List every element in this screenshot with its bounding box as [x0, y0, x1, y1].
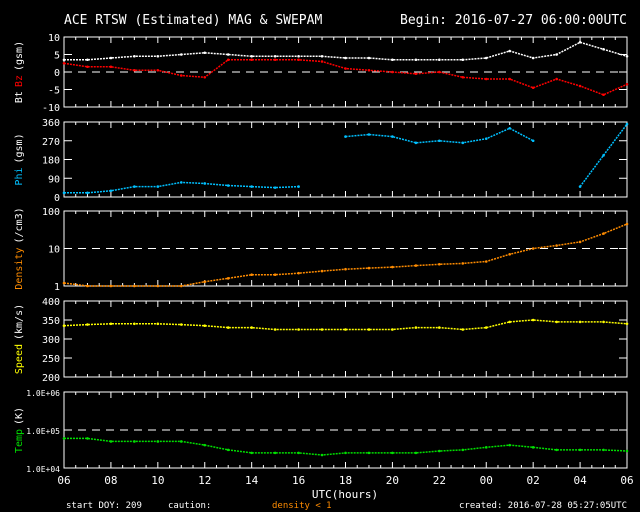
y-tick-label: 0	[54, 68, 60, 79]
y-axis-label: Speed (km/s)	[14, 304, 25, 374]
x-tick-label: 02	[527, 474, 540, 487]
y-tick-label: 10	[48, 245, 60, 256]
panel-density: 100 10 1 Density (/cm3)	[14, 207, 629, 293]
x-tick-label: 10	[151, 474, 164, 487]
y-tick-label: 350	[42, 316, 60, 327]
y-axis-label: Phi (gsm)	[14, 133, 25, 185]
plot-title: ACE RTSW (Estimated) MAG & SWEPAM	[64, 13, 322, 28]
y-axis-label-part: (km/s)	[14, 304, 25, 340]
series-line-density	[63, 223, 628, 287]
y-tick-label: 10	[48, 33, 60, 44]
y-tick-label: 5	[54, 51, 60, 62]
data-point-phi	[625, 122, 629, 126]
y-axis-label-part: Temp	[14, 429, 25, 453]
x-tick-label: 14	[245, 474, 259, 487]
x-tick-label: 00	[480, 474, 493, 487]
panel-temp: 1.0E+06 1.0E+05 1.0E+04 Temp (K)	[14, 389, 629, 474]
series-line-phi	[345, 127, 534, 144]
y-tick-label: 100	[42, 207, 60, 218]
y-tick-label: 270	[42, 137, 60, 148]
x-tick-label: 20	[386, 474, 399, 487]
y-tick-label: 0	[54, 193, 60, 204]
start-doy: start DOY: 209	[66, 501, 142, 511]
y-tick-label: -5	[48, 86, 60, 97]
y-axis-label: Bt Bz (gsm)	[14, 41, 25, 103]
y-tick-label: 1.0E+06	[26, 389, 60, 398]
y-tick-label: 250	[42, 354, 60, 365]
begin-time: Begin: 2016-07-27 06:00:00UTC	[400, 13, 627, 28]
y-tick-label: 90	[48, 174, 60, 185]
series-line-phi	[579, 123, 628, 188]
series-line-bz	[63, 59, 628, 96]
series-line-phi	[64, 181, 299, 194]
y-axis-label-part: (gsm)	[14, 133, 25, 163]
y-tick-label: 300	[42, 335, 60, 346]
caution-label: caution:	[168, 501, 211, 511]
panel-phi: 360 270 180 90 0 Phi (gsm)	[14, 118, 629, 204]
y-axis-label-part: Bt	[14, 91, 25, 103]
panel-speed: 400 350 300 250 200 Speed (km/s)	[14, 297, 629, 384]
x-tick-label: 12	[198, 474, 211, 487]
panel-frame	[63, 121, 628, 198]
y-tick-label: 200	[42, 373, 60, 384]
x-tick-label: 08	[104, 474, 117, 487]
series-line-speed	[63, 319, 628, 331]
y-axis-label: Temp (K)	[14, 407, 25, 453]
y-axis-label-part: Density	[14, 247, 25, 289]
series-line-temp	[64, 437, 628, 456]
x-axis-label: UTC(hours)	[312, 488, 378, 501]
x-tick-label: 06	[57, 474, 70, 487]
y-tick-label: -10	[42, 103, 60, 114]
y-axis-label-part: Phi	[14, 168, 25, 186]
y-axis-label-part: Bz	[14, 75, 25, 87]
y-tick-label: 1.0E+05	[26, 427, 60, 436]
x-tick-label: 06	[620, 474, 633, 487]
y-tick-label: 400	[42, 297, 60, 308]
x-tick-label: 22	[433, 474, 446, 487]
x-tick-label: 04	[573, 474, 587, 487]
panel-mag: 10 5 0 -5 -10 Bt Bz (gsm)	[14, 33, 629, 114]
density-caution: density < 1	[272, 501, 332, 511]
y-axis-label: Density (/cm3)	[14, 207, 25, 289]
y-tick-label: 1	[54, 282, 60, 293]
series-line-bt	[64, 41, 628, 61]
created-time: created: 2016-07-28 05:27:05UTC	[459, 501, 627, 511]
y-tick-label: 360	[42, 118, 60, 129]
x-tick-label: 18	[339, 474, 352, 487]
y-tick-label: 1.0E+04	[26, 465, 60, 474]
y-tick-label: 180	[42, 156, 60, 167]
y-axis-label-part: (gsm)	[14, 41, 25, 71]
y-axis-label-part: (/cm3)	[14, 207, 25, 243]
x-tick-label: 16	[292, 474, 305, 487]
y-axis-label-part: (K)	[14, 407, 25, 425]
panel-frame	[63, 300, 628, 378]
y-axis-label-part: Speed	[14, 344, 25, 374]
